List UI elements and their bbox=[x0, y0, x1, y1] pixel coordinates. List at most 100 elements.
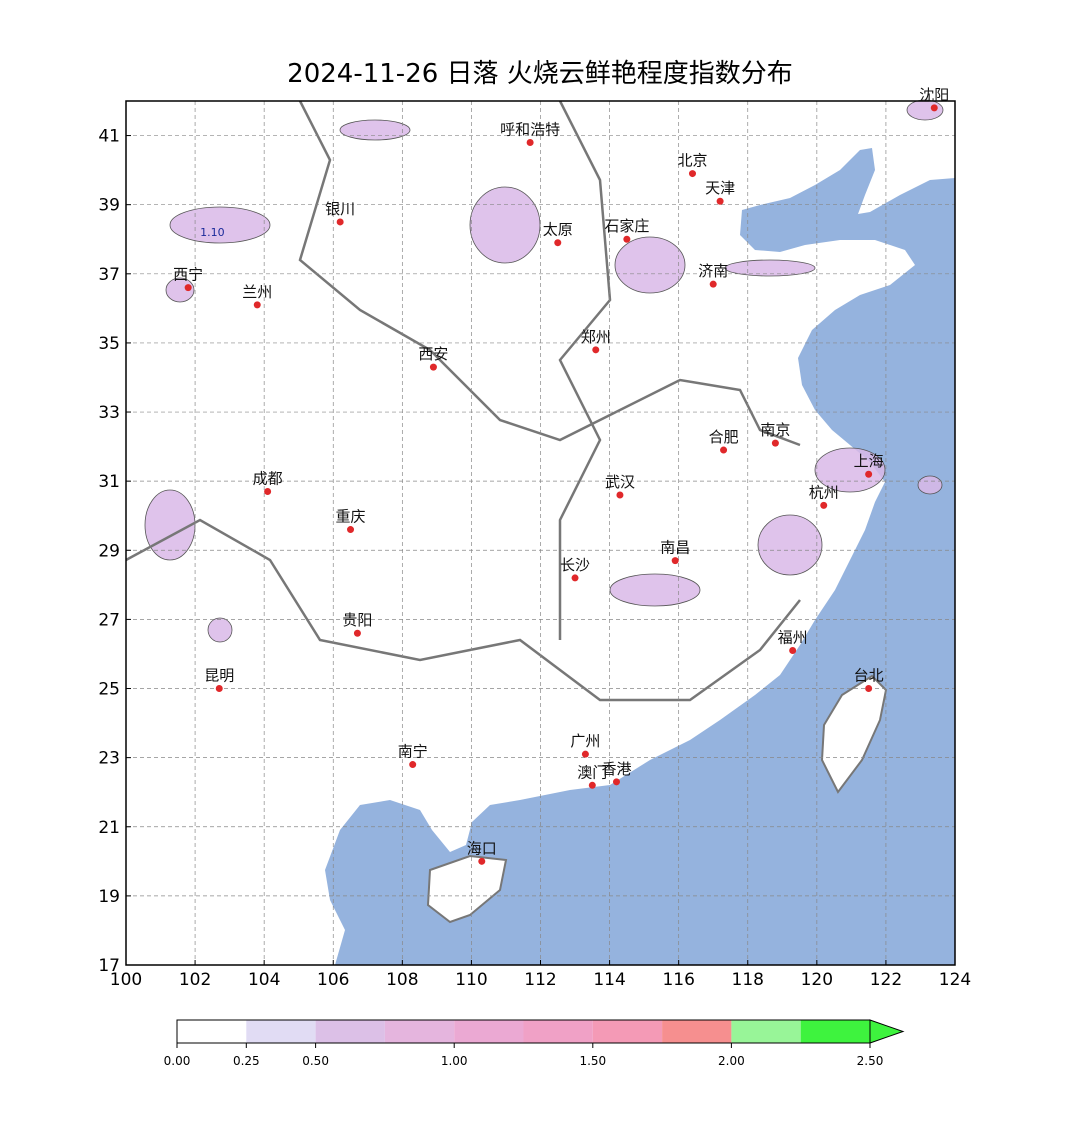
island bbox=[426, 854, 508, 924]
city-label: 贵阳 bbox=[342, 611, 372, 629]
x-tick-label: 104 bbox=[248, 970, 280, 990]
y-tick-label: 27 bbox=[98, 610, 120, 630]
y-tick-label: 35 bbox=[98, 334, 120, 354]
y-tick-label: 37 bbox=[98, 265, 120, 285]
city-label: 西安 bbox=[418, 345, 448, 363]
colorbar-extend bbox=[869, 1019, 905, 1044]
city-dot bbox=[429, 363, 437, 371]
city-dot bbox=[184, 284, 192, 292]
city-label: 银川 bbox=[325, 200, 355, 218]
city-label: 呼和浩特 bbox=[500, 120, 560, 138]
city-dot bbox=[771, 439, 779, 447]
colorbar-tick-label: 2.00 bbox=[718, 1054, 745, 1068]
city-dot bbox=[353, 629, 361, 637]
borders bbox=[125, 100, 801, 702]
city-dot bbox=[347, 526, 355, 534]
colorbar-tick-label: 1.50 bbox=[579, 1054, 606, 1068]
city-dot bbox=[720, 446, 728, 454]
border bbox=[125, 518, 801, 702]
city-label: 澳门 bbox=[577, 763, 607, 781]
city-dot bbox=[588, 781, 596, 789]
city-label: 南昌 bbox=[660, 539, 690, 557]
city-label: 武汉 bbox=[605, 473, 635, 491]
city-dot bbox=[264, 488, 272, 496]
y-tick-label: 31 bbox=[98, 472, 120, 492]
city-dot bbox=[478, 857, 486, 865]
index-area bbox=[144, 489, 196, 561]
y-tick-label: 21 bbox=[98, 818, 120, 838]
colorbar-segment bbox=[177, 1020, 247, 1043]
city-label: 沈阳 bbox=[919, 86, 949, 104]
city-dot bbox=[716, 197, 724, 205]
x-tick-label: 114 bbox=[593, 970, 625, 990]
city-dot bbox=[612, 778, 620, 786]
city-label: 成都 bbox=[253, 470, 283, 488]
index-area bbox=[207, 617, 233, 643]
city-label: 济南 bbox=[698, 262, 728, 280]
grid bbox=[125, 101, 956, 966]
index-area bbox=[609, 573, 701, 607]
colorbar-segment bbox=[800, 1020, 870, 1043]
city-label: 天津 bbox=[705, 179, 735, 197]
city-dot bbox=[215, 685, 223, 693]
index-area bbox=[757, 514, 823, 576]
city-dot bbox=[688, 170, 696, 178]
y-tick-label: 17 bbox=[98, 956, 120, 976]
x-tick-label: 110 bbox=[455, 970, 487, 990]
y-tick-label: 19 bbox=[98, 887, 120, 907]
border bbox=[558, 100, 612, 640]
index-area bbox=[339, 119, 411, 141]
city-dot bbox=[865, 470, 873, 478]
x-tick-label: 100 bbox=[110, 970, 142, 990]
city-dot bbox=[554, 239, 562, 247]
colorbar-segment bbox=[592, 1020, 663, 1043]
index-area bbox=[165, 277, 195, 303]
colorbar-tick-label: 1.00 bbox=[441, 1054, 468, 1068]
colorbar-tick-label: 0.00 bbox=[164, 1054, 191, 1068]
city-label: 南京 bbox=[760, 421, 790, 439]
index-area bbox=[814, 447, 886, 493]
colorbar-tick-label: 0.25 bbox=[233, 1054, 260, 1068]
colorbar-segment bbox=[731, 1020, 801, 1043]
city-dot bbox=[865, 685, 873, 693]
city-label: 昆明 bbox=[204, 667, 234, 685]
x-tick-label: 118 bbox=[732, 970, 764, 990]
city-label: 合肥 bbox=[709, 428, 739, 446]
colorbar-segment bbox=[523, 1020, 593, 1043]
city-label: 重庆 bbox=[336, 508, 366, 526]
city-label: 西宁 bbox=[173, 266, 203, 284]
title: 2024-11-26 日落 火烧云鲜艳程度指数分布 bbox=[287, 59, 793, 89]
colorbar-tick-label: 2.50 bbox=[857, 1054, 884, 1068]
city-label: 香港 bbox=[601, 760, 631, 778]
index-area bbox=[917, 475, 943, 495]
y-tick-label: 25 bbox=[98, 680, 120, 700]
city-label: 杭州 bbox=[809, 483, 839, 501]
city-dot bbox=[616, 491, 624, 499]
x-tick-label: 120 bbox=[801, 970, 833, 990]
city-label: 上海 bbox=[854, 452, 884, 470]
city-label: 长沙 bbox=[560, 556, 590, 574]
y-tick-label: 29 bbox=[98, 541, 120, 561]
city-label: 广州 bbox=[570, 732, 600, 750]
city-dot bbox=[592, 346, 600, 354]
city-dot bbox=[709, 280, 717, 288]
x-tick-label: 124 bbox=[939, 970, 971, 990]
sea bbox=[325, 148, 955, 965]
city-label: 兰州 bbox=[242, 283, 272, 301]
city-dot bbox=[623, 235, 631, 243]
colorbar-segment bbox=[384, 1020, 455, 1043]
city-dot bbox=[581, 750, 589, 758]
city-dot bbox=[336, 218, 344, 226]
border bbox=[298, 100, 801, 447]
y-tick-label: 23 bbox=[98, 749, 120, 769]
city-dot bbox=[930, 104, 938, 112]
colorbar-segment bbox=[246, 1020, 316, 1043]
x-tick-label: 102 bbox=[179, 970, 211, 990]
city-label: 太原 bbox=[543, 221, 573, 239]
x-tick-label: 116 bbox=[662, 970, 694, 990]
island bbox=[820, 674, 888, 794]
city-label: 南宁 bbox=[398, 743, 428, 761]
city-dot bbox=[571, 574, 579, 582]
city-dot bbox=[253, 301, 261, 309]
city-label: 郑州 bbox=[581, 328, 611, 346]
